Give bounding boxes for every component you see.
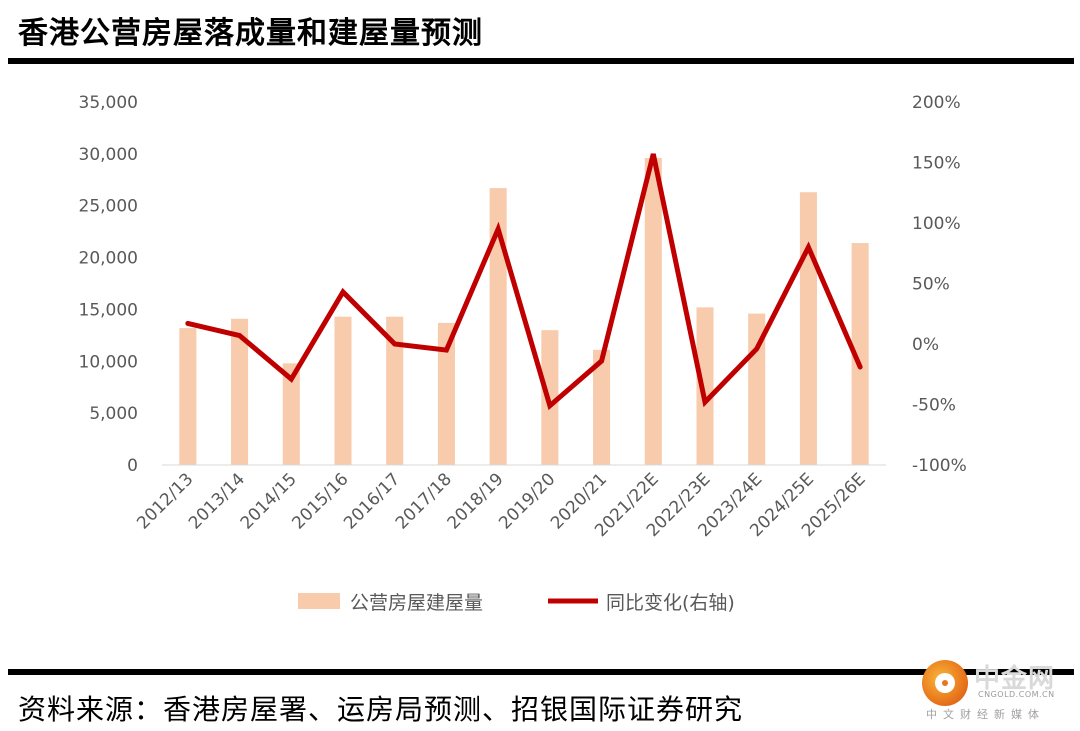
bar-2016-17 bbox=[386, 316, 404, 465]
left-tick-label: 15,000 bbox=[79, 300, 138, 320]
bar-2013-14 bbox=[231, 318, 249, 465]
x-axis-labels: 2012/132013/142014/152015/162016/172017/… bbox=[133, 469, 869, 541]
chart-area: 0 5,000 10,000 15,000 20,000 25,000 30,000 35,0… bbox=[79, 93, 967, 614]
bottom-rule bbox=[8, 669, 1074, 675]
chart-title: 香港公营房屋落成量和建屋量预测 bbox=[18, 16, 483, 51]
x-tick-label: 2017/18 bbox=[392, 469, 456, 533]
bar-2017-18 bbox=[437, 322, 455, 465]
left-axis: 0 5,000 10,000 15,000 20,000 25,000 30,000 35,0… bbox=[79, 93, 138, 476]
right-tick-label: -100% bbox=[912, 456, 967, 476]
left-tick-label: 0 bbox=[127, 456, 138, 476]
x-tick-label: 2012/13 bbox=[133, 469, 197, 533]
left-tick-label: 20,000 bbox=[79, 249, 138, 269]
bar-2025-26E bbox=[851, 243, 869, 465]
bar-2015-16 bbox=[334, 316, 352, 465]
legend-bar-label: 公营房屋建屋量 bbox=[350, 592, 483, 614]
watermark-tagline: 中文财经新媒体 bbox=[926, 708, 1045, 721]
x-tick-label: 2013/14 bbox=[185, 469, 249, 533]
x-tick-label: 2014/15 bbox=[237, 469, 301, 533]
x-tick-label: 2018/19 bbox=[444, 469, 508, 533]
bar-2022-23E bbox=[696, 307, 714, 465]
watermark-name: 中金网 bbox=[974, 664, 1056, 694]
bar-2020-21 bbox=[593, 349, 611, 465]
x-tick-label: 2015/16 bbox=[288, 469, 352, 533]
right-tick-label: 0% bbox=[912, 335, 939, 355]
right-tick-label: -50% bbox=[912, 396, 956, 416]
bar-2012-13 bbox=[179, 328, 197, 465]
right-tick-label: 100% bbox=[912, 214, 961, 234]
bar-2018-19 bbox=[489, 188, 507, 465]
bar-2024-25E bbox=[799, 192, 817, 465]
source-note: 资料来源：香港房屋署、运房局预测、招银国际证券研究 bbox=[18, 693, 744, 726]
legend-bar-swatch bbox=[298, 593, 340, 609]
cngold-logo-icon bbox=[922, 660, 968, 706]
left-tick-label: 30,000 bbox=[79, 145, 138, 165]
right-tick-label: 50% bbox=[912, 275, 950, 295]
right-tick-label: 150% bbox=[912, 154, 961, 174]
watermark-url: CNGOLD.COM.CN bbox=[978, 690, 1055, 699]
legend: 公营房屋建屋量 同比变化(右轴) bbox=[298, 592, 735, 614]
bar-2021-22E bbox=[644, 158, 662, 465]
yoy-change-line bbox=[185, 153, 863, 411]
line-series bbox=[185, 153, 863, 411]
left-tick-label: 5,000 bbox=[89, 404, 138, 424]
x-tick-label: 2019/20 bbox=[495, 469, 559, 533]
left-tick-label: 10,000 bbox=[79, 352, 138, 372]
legend-line-label: 同比变化(右轴) bbox=[606, 592, 735, 614]
top-rule bbox=[8, 58, 1074, 64]
x-tick-label: 2016/17 bbox=[340, 469, 404, 533]
bar-2014-15 bbox=[282, 363, 300, 465]
bar-series bbox=[179, 158, 869, 465]
watermark: 中金网 CNGOLD.COM.CN 中文财经新媒体 bbox=[922, 658, 1072, 724]
right-axis: -100% -50% 0% 50% 100% 150% 200% bbox=[912, 93, 967, 476]
left-tick-label: 35,000 bbox=[79, 93, 138, 113]
right-tick-label: 200% bbox=[912, 93, 961, 113]
logo-dot bbox=[942, 680, 948, 686]
left-tick-label: 25,000 bbox=[79, 197, 138, 217]
